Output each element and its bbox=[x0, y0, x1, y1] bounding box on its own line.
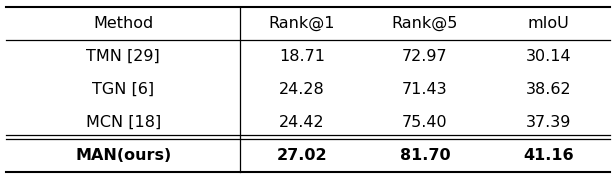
Text: 71.43: 71.43 bbox=[402, 82, 448, 97]
Text: Method: Method bbox=[93, 16, 153, 31]
Text: 24.42: 24.42 bbox=[279, 115, 325, 130]
Text: 38.62: 38.62 bbox=[525, 82, 571, 97]
Text: MAN(ours): MAN(ours) bbox=[75, 148, 171, 163]
Text: 37.39: 37.39 bbox=[525, 115, 571, 130]
Text: 18.71: 18.71 bbox=[279, 49, 325, 64]
Text: 30.14: 30.14 bbox=[525, 49, 571, 64]
Text: Rank@5: Rank@5 bbox=[392, 16, 458, 31]
Text: TMN [29]: TMN [29] bbox=[86, 49, 160, 64]
Text: TGN [6]: TGN [6] bbox=[92, 82, 154, 97]
Text: 75.40: 75.40 bbox=[402, 115, 448, 130]
Text: mIoU: mIoU bbox=[527, 16, 569, 31]
Text: 24.28: 24.28 bbox=[279, 82, 325, 97]
Text: 27.02: 27.02 bbox=[277, 148, 327, 163]
Text: 41.16: 41.16 bbox=[523, 148, 573, 163]
Text: MCN [18]: MCN [18] bbox=[86, 115, 161, 130]
Text: 72.97: 72.97 bbox=[402, 49, 448, 64]
Text: 81.70: 81.70 bbox=[400, 148, 450, 163]
Text: Rank@1: Rank@1 bbox=[269, 16, 335, 31]
